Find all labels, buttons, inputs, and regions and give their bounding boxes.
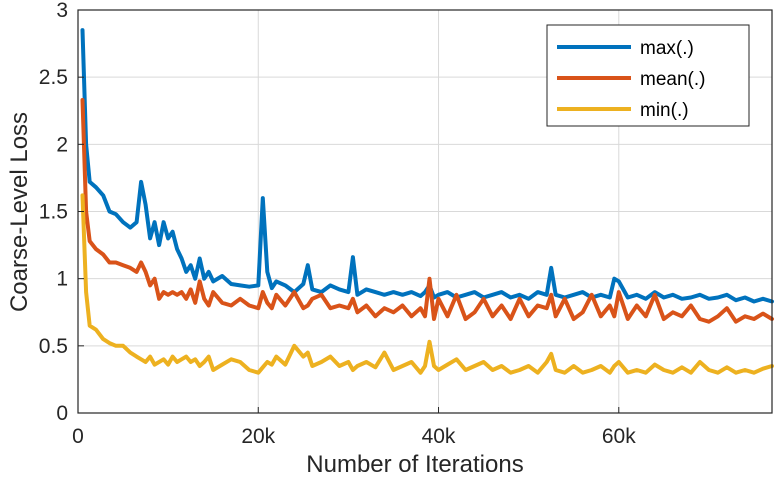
y-tick-label: 1.5 [39,201,68,224]
legend-label-min: min(.) [640,100,689,121]
y-axis-title: Coarse-Level Loss [6,112,33,312]
y-tick-label: 0.5 [39,335,68,358]
series-line-mean [80,98,774,324]
y-tick-label: 0 [56,402,68,425]
series-line-max [80,28,774,304]
y-tick-label: 2.5 [39,66,68,89]
legend-label-max: max(.) [640,38,694,59]
series-line-min [80,193,774,375]
x-tick-label: 0 [72,425,84,448]
y-tick-label: 1 [56,268,68,291]
y-tick-label: 2 [56,133,68,156]
legend: max(.) mean(.) min(.) [546,24,750,127]
series-lines [80,28,774,375]
x-tick-label: 20k [241,425,275,448]
y-tick-label: 3 [56,0,68,22]
x-axis-title: Number of Iterations [306,451,523,478]
axis-ticks: 0 0.5 1 1.5 2 2.5 3 0 20k 40k 60k [39,0,636,448]
legend-label-mean: mean(.) [640,69,705,90]
x-tick-label: 60k [602,425,636,448]
x-tick-label: 40k [422,425,456,448]
